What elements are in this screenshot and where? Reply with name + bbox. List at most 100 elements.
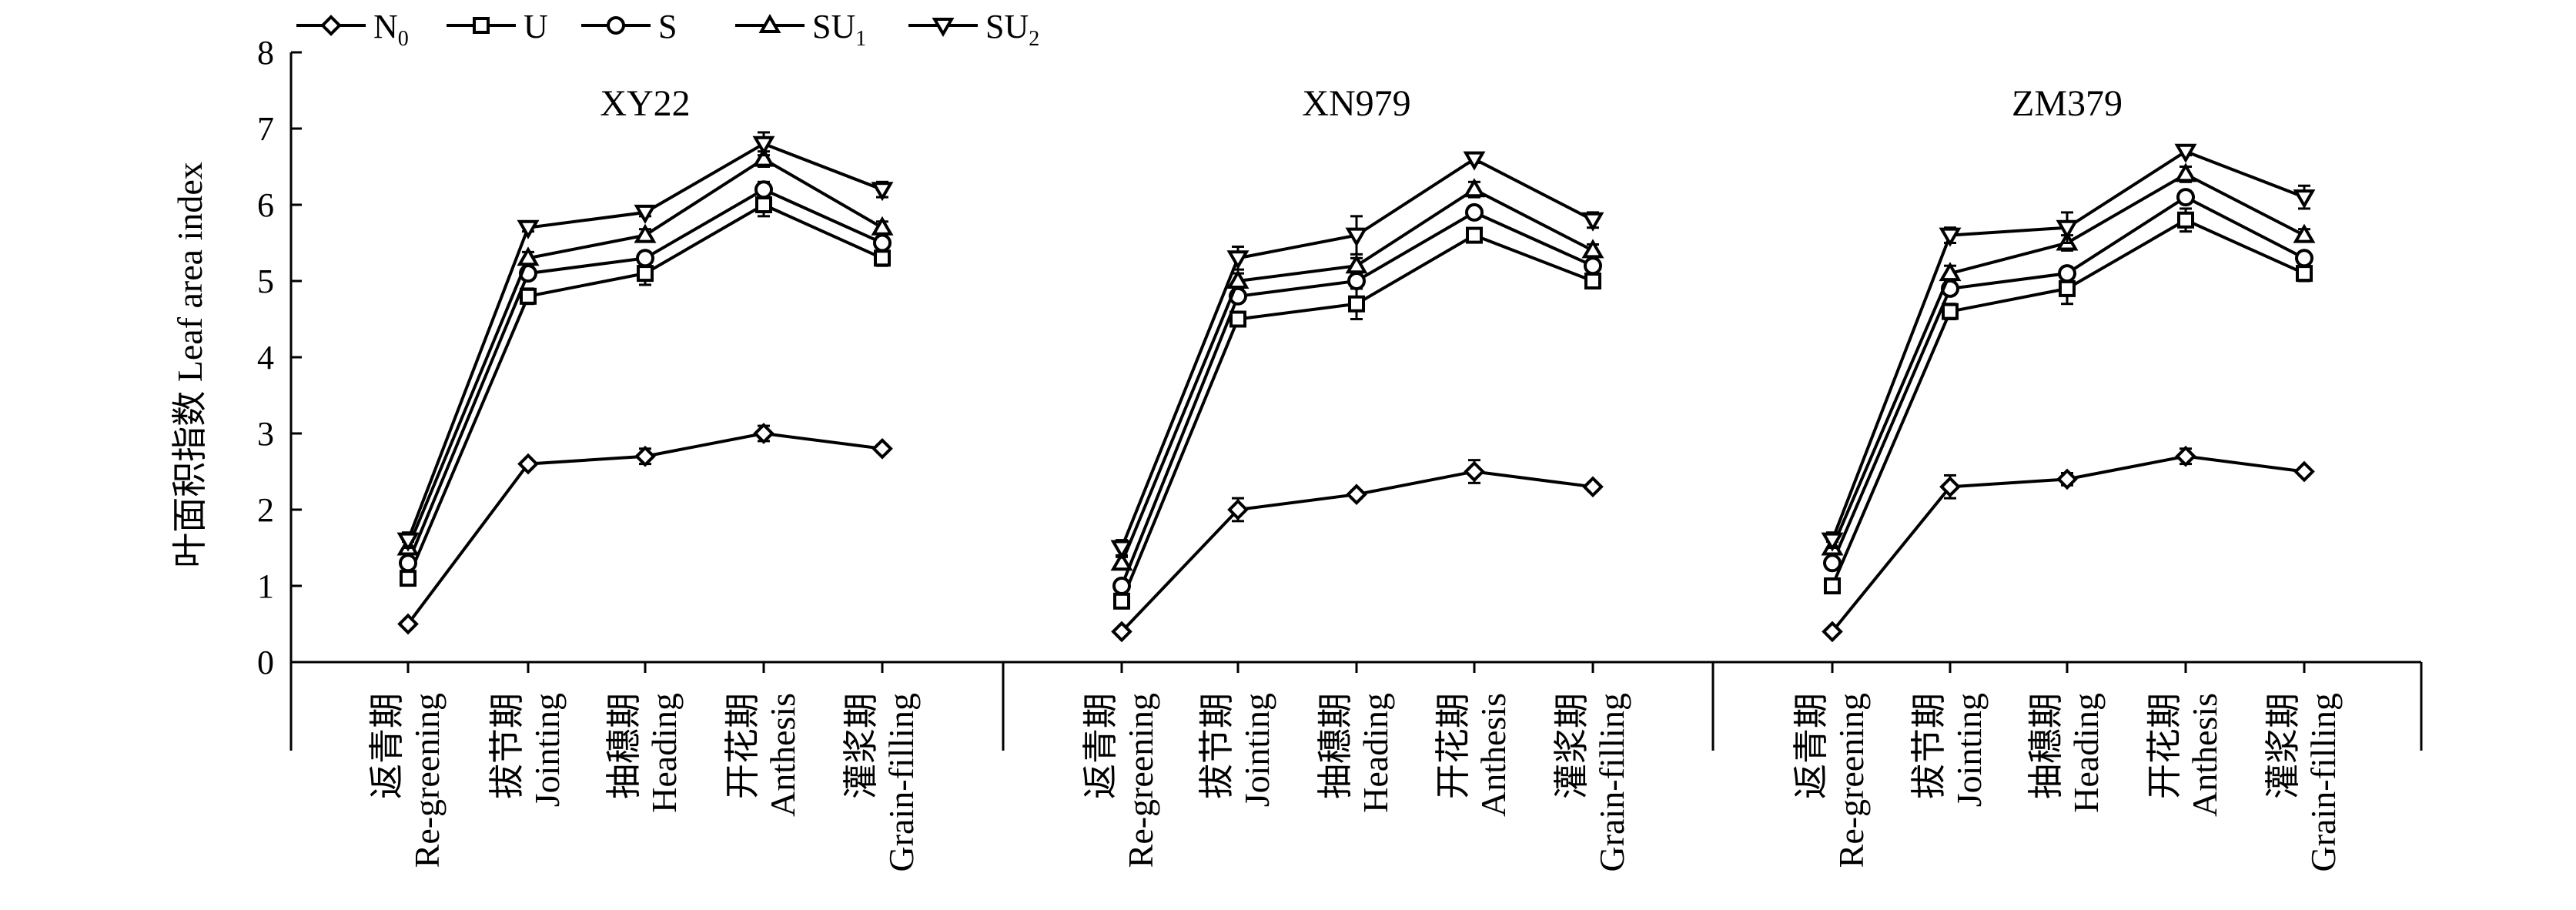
legend-marker-icon	[607, 16, 625, 35]
category-label-en: Jointing	[1237, 693, 1276, 807]
category-label-zh: 抽穗期	[604, 693, 644, 799]
category-label-en: Grain-filling	[2303, 693, 2343, 872]
data-point	[2295, 249, 2313, 268]
data-point	[1226, 269, 1250, 289]
category-label-en: Jointing	[1949, 693, 1989, 807]
data-point	[517, 453, 539, 475]
data-point	[1113, 592, 1130, 610]
category-label-zh: 拔节期	[487, 693, 527, 799]
data-point	[2177, 211, 2194, 229]
data-point	[1348, 295, 1365, 313]
legend-marker-icon	[758, 14, 781, 33]
data-point	[1110, 551, 1133, 571]
category-label-en: Re-greening	[1832, 693, 1871, 868]
data-point	[1110, 540, 1133, 560]
category-label-en: Heading	[644, 693, 684, 813]
data-point	[1347, 272, 1366, 290]
category-label-zh: 灌浆期	[2263, 693, 2303, 799]
legend-item-u: U	[447, 8, 548, 45]
data-point	[637, 265, 654, 283]
data-point	[874, 249, 891, 267]
panel-zm379: ZM379	[1821, 83, 2316, 643]
data-point	[517, 246, 540, 266]
data-point	[636, 249, 654, 268]
data-point	[2059, 279, 2076, 297]
category-label-jointing: 拔节期 Jointing	[487, 693, 567, 807]
y-tick-label: 1	[257, 567, 274, 605]
series-su2	[1821, 143, 2316, 552]
category-label-zh: 灌浆期	[841, 693, 881, 799]
category-label-zh: 返青期	[367, 693, 406, 799]
data-point	[1345, 227, 1368, 247]
category-label-en: Anthesis	[1474, 693, 1513, 817]
legend-label: SU2	[985, 8, 1039, 51]
data-point	[634, 204, 657, 224]
data-point	[1463, 151, 1486, 171]
data-point	[2296, 265, 2313, 283]
panel-xn979: XN979	[1110, 83, 1604, 643]
data-point	[871, 216, 894, 236]
category-label-zh: 抽穗期	[2026, 693, 2066, 799]
category-label-grain-filling: 灌浆期 Grain-filling	[2263, 693, 2343, 872]
category-label-en: Heading	[1356, 693, 1395, 813]
data-point	[871, 182, 894, 202]
data-point	[1463, 178, 1486, 198]
category-label-anthesis: 开花期 Anthesis	[723, 693, 802, 817]
category-label-jointing: 拔节期 Jointing	[1909, 693, 1989, 807]
category-label-zh: 返青期	[1791, 693, 1831, 799]
data-point	[2174, 143, 2197, 163]
series-s	[1112, 202, 1602, 595]
series-s	[1823, 188, 2313, 573]
data-point	[753, 423, 774, 444]
data-point	[1821, 532, 1844, 552]
data-point	[517, 219, 540, 239]
y-tick-label: 2	[257, 491, 274, 529]
data-point	[1582, 476, 1604, 498]
data-point	[400, 570, 417, 587]
data-point	[2293, 460, 2315, 483]
category-label-grain-filling: 灌浆期 Grain-filling	[1552, 693, 1631, 872]
panel-title: XY22	[600, 83, 690, 124]
data-point	[752, 135, 775, 156]
category-label-anthesis: 开花期 Anthesis	[1434, 693, 1513, 817]
data-point	[754, 180, 773, 199]
data-point	[1824, 577, 1841, 594]
data-point	[752, 147, 775, 167]
category-label-re-greening: 返青期 Re-greening	[1081, 693, 1160, 868]
category-label-zh: 返青期	[1081, 693, 1120, 799]
data-point	[634, 445, 656, 467]
data-point	[2058, 264, 2076, 283]
legend: N0 U S SU1 SU2	[296, 8, 1039, 51]
legend-label: SU1	[812, 8, 866, 51]
data-point	[1823, 554, 1842, 573]
data-point	[1345, 254, 1368, 274]
category-label-heading: 抽穗期 Heading	[2026, 693, 2106, 813]
legend-marker-icon	[473, 17, 490, 34]
legend-item-s: S	[581, 8, 677, 45]
category-label-en: Anthesis	[2185, 693, 2224, 817]
series-line	[406, 142, 883, 541]
data-point	[873, 233, 892, 253]
y-tick-label: 6	[257, 186, 274, 224]
category-label-re-greening: 返青期 Re-greening	[367, 693, 447, 868]
data-point	[634, 223, 657, 243]
category-label-en: Anthesis	[763, 693, 802, 817]
series-n0	[1111, 459, 1604, 643]
data-point	[1584, 273, 1601, 289]
category-label-en: Jointing	[527, 693, 567, 807]
category-label-zh: 开花期	[723, 693, 762, 799]
data-point	[2293, 223, 2316, 243]
y-tick-label: 3	[257, 415, 274, 453]
category-label-jointing: 拔节期 Jointing	[1197, 693, 1276, 807]
data-point	[1942, 303, 1959, 320]
data-point	[1111, 621, 1132, 643]
y-tick-label: 8	[257, 34, 274, 72]
data-point	[1939, 476, 1961, 498]
series-n0	[1822, 445, 2315, 643]
data-point	[520, 287, 537, 305]
data-point	[755, 196, 772, 213]
legend-marker-icon	[932, 18, 955, 37]
data-point	[2176, 188, 2195, 207]
data-point	[1227, 499, 1249, 520]
